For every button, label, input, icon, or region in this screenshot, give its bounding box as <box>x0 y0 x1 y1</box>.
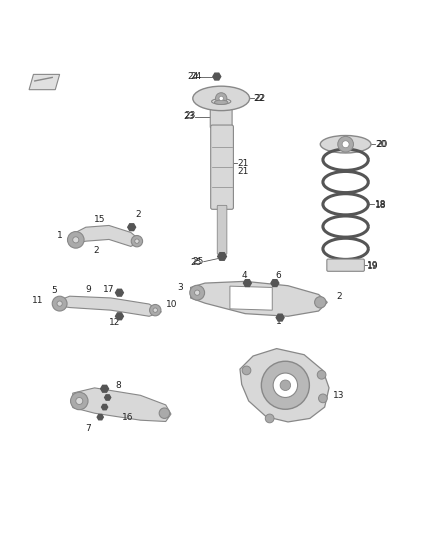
Polygon shape <box>191 281 327 316</box>
Circle shape <box>242 366 251 375</box>
Text: 10: 10 <box>166 300 177 309</box>
Text: 22: 22 <box>255 94 266 103</box>
Text: 2: 2 <box>135 211 141 220</box>
Ellipse shape <box>320 135 371 153</box>
Circle shape <box>338 136 353 152</box>
Circle shape <box>52 296 67 311</box>
Circle shape <box>159 408 170 418</box>
FancyBboxPatch shape <box>210 100 232 128</box>
Polygon shape <box>116 313 124 320</box>
Circle shape <box>131 236 143 247</box>
Text: 25: 25 <box>192 257 204 266</box>
Polygon shape <box>73 388 171 422</box>
Circle shape <box>135 239 139 244</box>
FancyBboxPatch shape <box>211 125 233 209</box>
Circle shape <box>318 394 327 403</box>
Text: 15: 15 <box>94 215 105 224</box>
Circle shape <box>57 301 62 306</box>
Polygon shape <box>105 395 111 400</box>
Polygon shape <box>230 286 272 310</box>
Polygon shape <box>101 385 109 392</box>
Circle shape <box>153 308 157 312</box>
Circle shape <box>261 361 309 409</box>
Text: 18: 18 <box>375 200 386 209</box>
Text: 22: 22 <box>253 94 264 103</box>
Text: 24: 24 <box>187 72 198 81</box>
Text: 2: 2 <box>336 292 342 301</box>
Circle shape <box>265 414 274 423</box>
Text: 16: 16 <box>122 413 133 422</box>
Text: 11: 11 <box>32 296 43 305</box>
Text: 17: 17 <box>103 285 115 294</box>
Text: 23: 23 <box>184 111 195 120</box>
Text: 3: 3 <box>177 283 183 292</box>
Text: 19: 19 <box>367 261 379 270</box>
Text: 25: 25 <box>190 257 201 266</box>
Text: 18: 18 <box>375 201 387 210</box>
Polygon shape <box>240 349 329 422</box>
Polygon shape <box>213 73 221 80</box>
Circle shape <box>317 370 326 379</box>
Text: 14: 14 <box>248 293 260 302</box>
Ellipse shape <box>193 86 250 111</box>
Circle shape <box>280 380 290 391</box>
Text: 1: 1 <box>57 231 63 239</box>
Text: 2: 2 <box>93 246 99 255</box>
Text: 7: 7 <box>85 424 91 433</box>
Circle shape <box>219 96 223 101</box>
Polygon shape <box>218 253 226 260</box>
Circle shape <box>194 290 200 295</box>
Text: 4: 4 <box>241 271 247 280</box>
FancyBboxPatch shape <box>217 205 227 254</box>
Text: 23: 23 <box>184 112 195 121</box>
Circle shape <box>76 398 83 405</box>
Text: 20: 20 <box>376 140 388 149</box>
Text: 21: 21 <box>237 167 249 176</box>
Circle shape <box>71 392 88 410</box>
Polygon shape <box>97 415 103 420</box>
Text: 6: 6 <box>276 271 281 280</box>
Ellipse shape <box>215 100 228 104</box>
Polygon shape <box>116 289 124 296</box>
Circle shape <box>342 141 349 148</box>
Polygon shape <box>128 224 136 231</box>
Circle shape <box>215 93 227 104</box>
Text: 12: 12 <box>109 318 120 327</box>
Polygon shape <box>244 280 251 287</box>
Circle shape <box>273 373 297 398</box>
Text: 13: 13 <box>333 391 345 400</box>
Polygon shape <box>271 280 279 287</box>
Text: 9: 9 <box>85 285 91 294</box>
Circle shape <box>67 231 84 248</box>
Polygon shape <box>71 225 141 246</box>
Polygon shape <box>29 75 60 90</box>
Ellipse shape <box>212 99 231 104</box>
Text: 5: 5 <box>51 286 57 295</box>
Text: 8: 8 <box>115 381 121 390</box>
Text: 24: 24 <box>190 72 201 81</box>
Circle shape <box>190 285 205 300</box>
Polygon shape <box>54 296 161 316</box>
Circle shape <box>73 237 79 243</box>
Polygon shape <box>102 405 108 410</box>
Polygon shape <box>276 314 284 321</box>
Text: 20: 20 <box>375 140 387 149</box>
Text: 21: 21 <box>238 159 249 168</box>
FancyBboxPatch shape <box>327 259 364 271</box>
Text: 1: 1 <box>276 318 282 326</box>
Circle shape <box>314 297 326 308</box>
Circle shape <box>150 304 161 316</box>
Text: 19: 19 <box>367 262 379 271</box>
